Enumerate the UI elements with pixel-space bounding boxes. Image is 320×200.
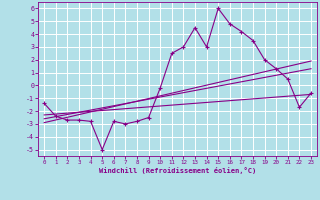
X-axis label: Windchill (Refroidissement éolien,°C): Windchill (Refroidissement éolien,°C) <box>99 167 256 174</box>
